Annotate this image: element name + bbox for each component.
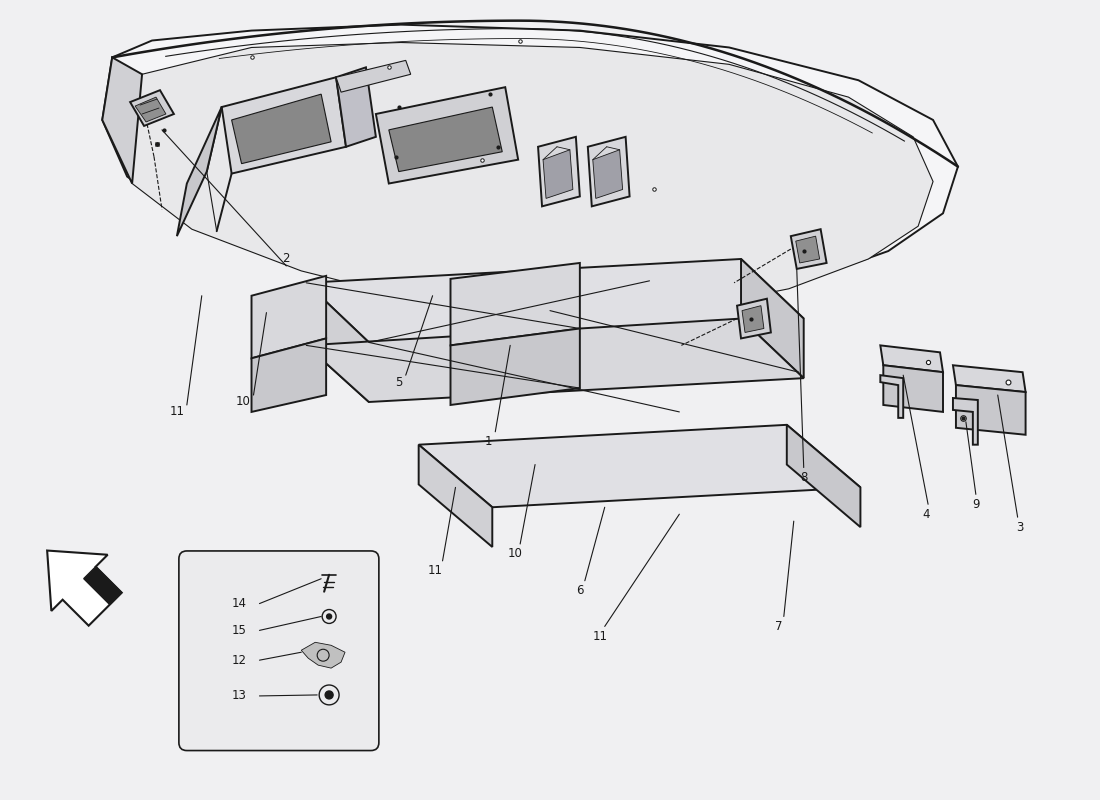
Text: 3: 3 — [1016, 521, 1023, 534]
Polygon shape — [741, 259, 804, 378]
Text: 6: 6 — [576, 584, 584, 597]
Text: 5: 5 — [395, 376, 403, 389]
Polygon shape — [177, 107, 222, 236]
Text: 2: 2 — [283, 253, 290, 266]
Polygon shape — [306, 318, 804, 402]
Text: 4: 4 — [922, 508, 930, 521]
Polygon shape — [419, 445, 493, 547]
Polygon shape — [791, 229, 826, 269]
Text: 11: 11 — [428, 564, 443, 578]
Polygon shape — [102, 25, 958, 310]
Text: 1: 1 — [485, 435, 492, 448]
Polygon shape — [135, 97, 166, 122]
Polygon shape — [880, 346, 943, 372]
Polygon shape — [742, 306, 763, 333]
Polygon shape — [306, 283, 368, 402]
Polygon shape — [388, 107, 503, 171]
Polygon shape — [953, 366, 1025, 392]
Polygon shape — [786, 425, 860, 527]
Polygon shape — [956, 385, 1025, 434]
Polygon shape — [451, 263, 580, 346]
Polygon shape — [222, 78, 346, 174]
Polygon shape — [47, 550, 122, 626]
Polygon shape — [883, 366, 943, 412]
Polygon shape — [252, 338, 326, 412]
Circle shape — [327, 614, 331, 619]
Polygon shape — [232, 94, 331, 164]
Polygon shape — [953, 398, 978, 445]
Text: 9: 9 — [972, 498, 980, 510]
Polygon shape — [376, 87, 518, 183]
Polygon shape — [419, 425, 860, 507]
Text: 10: 10 — [508, 547, 522, 561]
Text: 14: 14 — [232, 597, 248, 610]
Polygon shape — [880, 375, 903, 418]
Polygon shape — [587, 137, 629, 206]
Text: 11: 11 — [592, 630, 607, 643]
Polygon shape — [112, 42, 933, 315]
Text: 13: 13 — [232, 690, 248, 702]
Polygon shape — [252, 276, 326, 358]
Polygon shape — [795, 236, 820, 263]
Polygon shape — [306, 259, 804, 342]
Text: 7: 7 — [776, 620, 782, 633]
Text: 15: 15 — [232, 624, 248, 637]
Polygon shape — [337, 60, 410, 92]
Polygon shape — [538, 137, 580, 206]
Circle shape — [326, 691, 333, 699]
Polygon shape — [337, 67, 376, 146]
Polygon shape — [84, 566, 122, 605]
Polygon shape — [301, 642, 345, 668]
Polygon shape — [737, 298, 771, 338]
Text: 12: 12 — [232, 654, 248, 666]
FancyBboxPatch shape — [179, 551, 378, 750]
Polygon shape — [451, 329, 580, 405]
Text: 8: 8 — [800, 471, 807, 484]
Text: 11: 11 — [169, 406, 185, 418]
Polygon shape — [102, 58, 142, 183]
Text: 10: 10 — [236, 395, 251, 409]
Polygon shape — [593, 150, 623, 198]
Polygon shape — [543, 150, 573, 198]
Polygon shape — [130, 90, 174, 126]
